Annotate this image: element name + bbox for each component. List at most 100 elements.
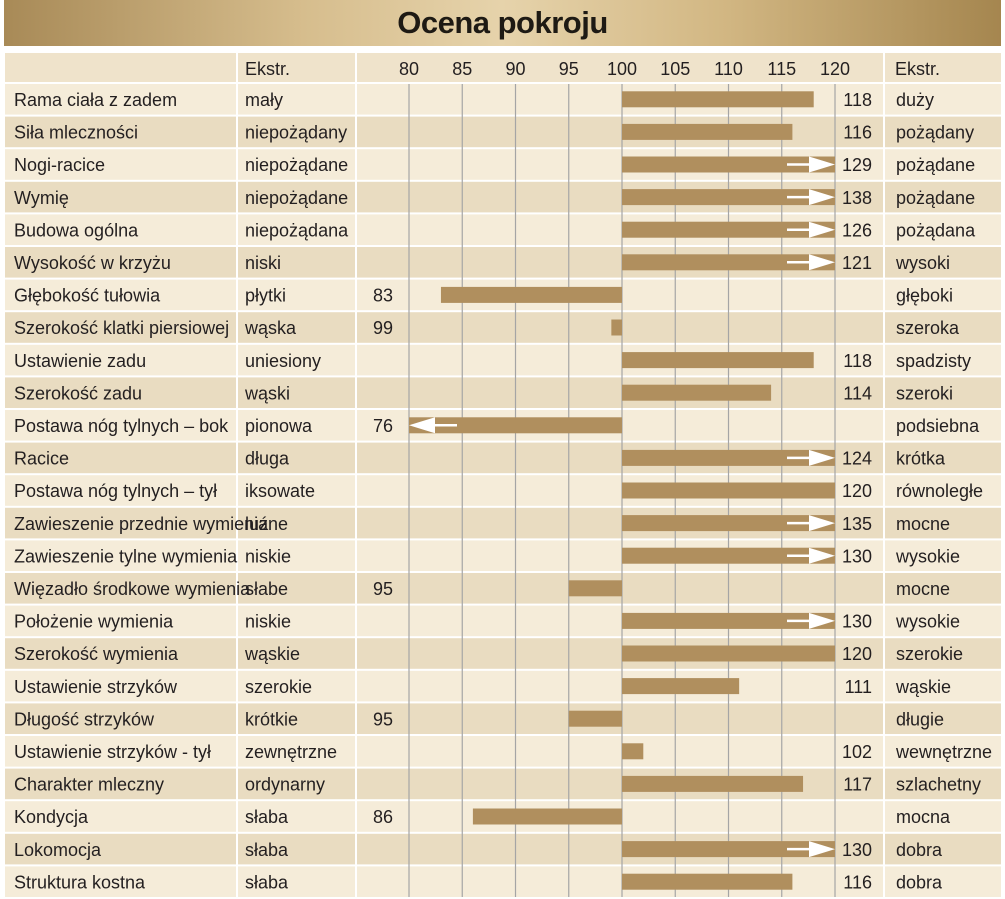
low-extreme-label: zewnętrzne — [245, 742, 337, 762]
bar — [622, 612, 835, 629]
value-label: 95 — [373, 709, 393, 729]
low-extreme-label: krótkie — [245, 709, 298, 729]
bar — [568, 580, 622, 597]
value-label: 95 — [373, 579, 393, 599]
low-extreme-label: wąskie — [244, 644, 300, 664]
bar — [622, 873, 793, 890]
bar — [568, 710, 622, 727]
row-bg-trait — [5, 833, 236, 865]
row-bg-trait — [5, 149, 236, 180]
row-bg-trait — [5, 84, 236, 115]
tick-label-95: 95 — [559, 59, 579, 79]
row-bg-trait — [5, 410, 236, 441]
trait-label: Postawa nóg tylnych – bok — [14, 416, 229, 436]
low-extreme-label: mały — [245, 90, 283, 110]
bar — [622, 743, 644, 760]
low-extreme-label: niepożądana — [245, 220, 349, 240]
overflow-arrow-head — [809, 221, 835, 238]
value-label: 111 — [845, 677, 872, 697]
row-bg-high — [885, 540, 1001, 571]
high-extreme-label: pożądany — [896, 123, 974, 143]
header-cell-trait — [5, 53, 236, 82]
value-label: 114 — [843, 383, 872, 403]
bar — [622, 254, 835, 271]
bar — [409, 417, 622, 434]
trait-label: Lokomocja — [14, 840, 102, 860]
trait-label: Ustawienie zadu — [14, 351, 146, 371]
low-extreme-label: niepożądany — [245, 123, 347, 143]
row-bg-low — [238, 703, 355, 734]
low-extreme-label: niepożądane — [245, 188, 348, 208]
low-extreme-label: słaba — [245, 872, 289, 892]
row-bg-high — [885, 736, 1001, 767]
trait-label: Kondycja — [14, 807, 89, 827]
high-extreme-label: szeroki — [896, 383, 953, 403]
value-label: 118 — [843, 351, 872, 371]
row-bg-low — [238, 279, 355, 311]
low-extreme-label: wąski — [244, 383, 290, 403]
trait-label: Siła mleczności — [14, 123, 138, 143]
row-bg-high — [885, 247, 1001, 278]
value-label: 130 — [842, 546, 872, 566]
trait-label: Szerokość zadu — [14, 383, 142, 403]
row-bg-low — [238, 181, 355, 213]
row-bg-high — [885, 410, 1001, 441]
trait-label: Charakter mleczny — [14, 775, 164, 795]
value-label: 121 — [842, 253, 872, 273]
row-bg-trait — [5, 736, 236, 767]
title-bar: Ocena pokroju — [4, 0, 1001, 46]
row-bg-trait — [5, 866, 236, 897]
row-bg-low — [238, 801, 355, 832]
high-extreme-label: równoległe — [896, 481, 983, 501]
row-bg-high — [885, 670, 1001, 702]
row-bg-low — [238, 312, 355, 343]
row-bg-scale — [357, 866, 883, 897]
row-bg-low — [238, 540, 355, 571]
row-bg-low — [238, 247, 355, 278]
row-bg-high — [885, 279, 1001, 311]
bar — [622, 352, 814, 369]
tick-label-90: 90 — [505, 59, 525, 79]
overflow-arrow-head — [809, 156, 835, 173]
header-cell-low — [238, 53, 355, 82]
low-extreme-label: niepożądane — [245, 155, 348, 175]
low-extreme-label: niski — [245, 253, 281, 273]
tick-label-110: 110 — [714, 59, 743, 79]
bar — [622, 384, 772, 401]
trait-label: Szerokość wymienia — [14, 644, 179, 664]
value-label: 118 — [843, 90, 872, 110]
trait-label: Długość strzyków — [14, 709, 155, 729]
low-extreme-label: luźne — [245, 514, 288, 534]
value-label: 116 — [843, 123, 872, 143]
bar — [622, 645, 835, 662]
chart-title: Ocena pokroju — [397, 5, 608, 40]
low-extreme-label: szerokie — [245, 677, 312, 697]
row-bg-high — [885, 866, 1001, 897]
header-left-extreme: Ekstr. — [245, 59, 290, 79]
bar — [622, 678, 740, 695]
row-bg-scale — [357, 768, 883, 800]
value-label: 86 — [373, 807, 393, 827]
high-extreme-label: szeroka — [896, 318, 960, 338]
row-bg-low — [238, 344, 355, 376]
row-bg-low — [238, 442, 355, 474]
row-bg-low — [238, 768, 355, 800]
high-extreme-label: wewnętrzne — [895, 742, 992, 762]
row-bg-low — [238, 605, 355, 637]
row-bg-trait — [5, 214, 236, 245]
high-extreme-label: wysokie — [895, 612, 960, 632]
low-extreme-label: płytki — [245, 286, 286, 306]
trait-label: Zawieszenie tylne wymienia — [14, 546, 238, 566]
row-bg-low — [238, 377, 355, 408]
row-bg-low — [238, 833, 355, 865]
high-extreme-label: podsiebna — [896, 416, 980, 436]
row-bg-low — [238, 638, 355, 669]
value-label: 117 — [843, 775, 872, 795]
row-bg-scale — [357, 670, 883, 702]
overflow-arrow-head — [809, 547, 835, 564]
low-extreme-label: iksowate — [245, 481, 315, 501]
row-bg-low — [238, 507, 355, 539]
value-label: 138 — [842, 188, 872, 208]
row-bg-trait — [5, 801, 236, 832]
